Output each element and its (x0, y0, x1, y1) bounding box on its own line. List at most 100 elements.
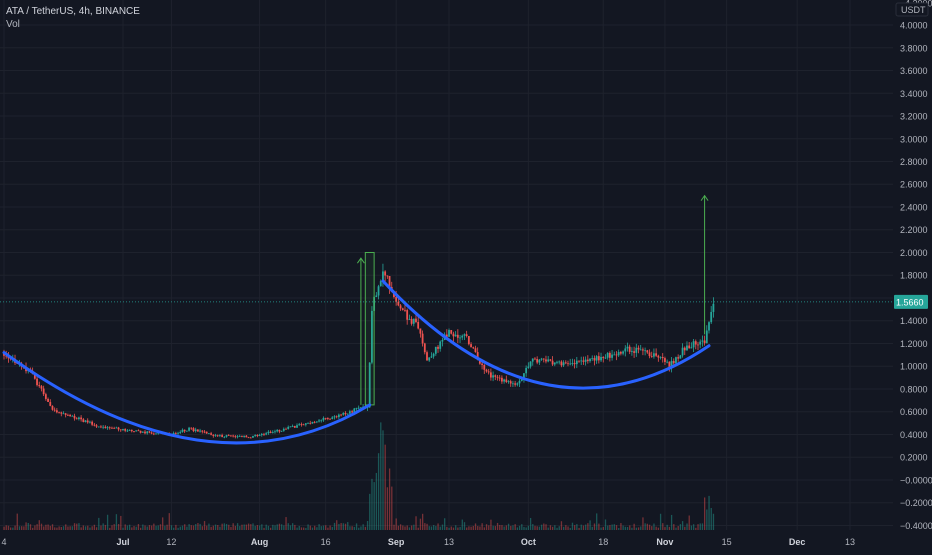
candle-body[interactable] (507, 381, 510, 383)
candle-body[interactable] (637, 347, 640, 350)
candle-body[interactable] (126, 430, 129, 432)
candle-body[interactable] (227, 435, 230, 436)
candle-body[interactable] (712, 303, 715, 312)
candle-body[interactable] (205, 431, 208, 434)
candle-body[interactable] (542, 358, 545, 360)
candle-body[interactable] (655, 353, 658, 356)
candle-body[interactable] (415, 318, 417, 322)
candle-body[interactable] (556, 361, 558, 363)
candle-body[interactable] (344, 412, 347, 415)
candle-body[interactable] (417, 321, 420, 329)
candle-body[interactable] (179, 431, 182, 433)
candle-body[interactable] (190, 427, 193, 429)
candle-body[interactable] (448, 330, 450, 337)
candle-body[interactable] (276, 429, 279, 432)
candle-body[interactable] (271, 432, 274, 433)
candle-body[interactable] (686, 345, 688, 351)
candle-body[interactable] (236, 436, 239, 438)
candle-body[interactable] (560, 361, 563, 366)
candle-body[interactable] (395, 297, 398, 302)
candle-body[interactable] (401, 308, 404, 310)
candle-body[interactable] (40, 386, 43, 389)
candle-body[interactable] (300, 424, 303, 426)
candle-body[interactable] (608, 352, 611, 358)
candle-body[interactable] (615, 354, 618, 356)
candle-body[interactable] (406, 310, 409, 320)
candle-body[interactable] (260, 433, 263, 436)
candle-body[interactable] (681, 347, 684, 356)
candle-body[interactable] (278, 429, 281, 432)
candle-body[interactable] (230, 435, 232, 437)
candle-body[interactable] (642, 349, 644, 351)
candle-body[interactable] (172, 433, 175, 435)
candle-body[interactable] (593, 358, 596, 361)
candle-body[interactable] (694, 341, 697, 345)
candle-body[interactable] (353, 408, 356, 413)
candle-body[interactable] (586, 359, 589, 362)
candle-body[interactable] (481, 363, 483, 365)
candle-body[interactable] (128, 429, 131, 431)
candle-body[interactable] (313, 421, 316, 423)
candle-body[interactable] (36, 378, 38, 386)
candle-body[interactable] (243, 435, 246, 437)
candle-body[interactable] (697, 344, 699, 346)
candle-body[interactable] (368, 362, 371, 408)
candle-body[interactable] (221, 435, 224, 437)
candle-body[interactable] (461, 335, 464, 338)
candle-body[interactable] (320, 420, 323, 422)
candle-body[interactable] (626, 346, 629, 349)
candle-body[interactable] (624, 348, 627, 352)
candle-body[interactable] (62, 413, 65, 415)
candle-body[interactable] (489, 372, 492, 378)
candle-body[interactable] (256, 435, 259, 437)
candle-body[interactable] (653, 353, 655, 357)
candle-body[interactable] (523, 373, 525, 380)
candle-body[interactable] (648, 352, 651, 357)
candle-body[interactable] (322, 417, 325, 421)
candle-body[interactable] (58, 412, 60, 414)
candle-body[interactable] (571, 363, 574, 364)
candle-body[interactable] (66, 414, 69, 416)
candle-body[interactable] (644, 350, 647, 352)
candle-body[interactable] (708, 322, 710, 331)
candle-body[interactable] (318, 420, 320, 422)
candle-body[interactable] (55, 410, 58, 413)
candle-body[interactable] (282, 428, 285, 431)
candle-body[interactable] (591, 358, 594, 359)
candle-body[interactable] (108, 427, 111, 429)
candle-body[interactable] (225, 435, 228, 437)
candle-body[interactable] (478, 359, 481, 364)
candle-body[interactable] (562, 362, 565, 366)
candle-body[interactable] (348, 411, 351, 414)
candle-body[interactable] (89, 421, 91, 423)
candle-body[interactable] (677, 357, 680, 359)
candle-body[interactable] (51, 405, 54, 410)
candle-body[interactable] (397, 301, 400, 306)
candle-body[interactable] (382, 271, 384, 282)
candle-body[interactable] (584, 359, 587, 362)
candle-body[interactable] (210, 433, 212, 435)
candle-body[interactable] (93, 424, 96, 426)
candle-body[interactable] (181, 429, 184, 432)
candle-body[interactable] (192, 428, 195, 432)
candle-body[interactable] (465, 334, 468, 337)
candle-body[interactable] (439, 341, 442, 349)
candle-body[interactable] (91, 421, 94, 425)
candle-body[interactable] (379, 281, 382, 287)
candle-body[interactable] (529, 361, 532, 367)
candle-body[interactable] (219, 435, 221, 436)
symbol-title[interactable]: ATA / TetherUS, 4h, BINANCE (6, 6, 140, 17)
candle-body[interactable] (232, 435, 235, 437)
candle-body[interactable] (664, 358, 666, 362)
candle-body[interactable] (450, 330, 453, 334)
candle-body[interactable] (139, 430, 142, 433)
candle-body[interactable] (201, 430, 204, 432)
candle-body[interactable] (307, 422, 309, 424)
candle-body[interactable] (269, 431, 272, 433)
candle-body[interactable] (102, 426, 105, 428)
candle-body[interactable] (265, 433, 268, 435)
candle-body[interactable] (84, 420, 87, 422)
candle-body[interactable] (82, 419, 85, 422)
candle-body[interactable] (705, 330, 708, 344)
candle-body[interactable] (516, 383, 519, 385)
